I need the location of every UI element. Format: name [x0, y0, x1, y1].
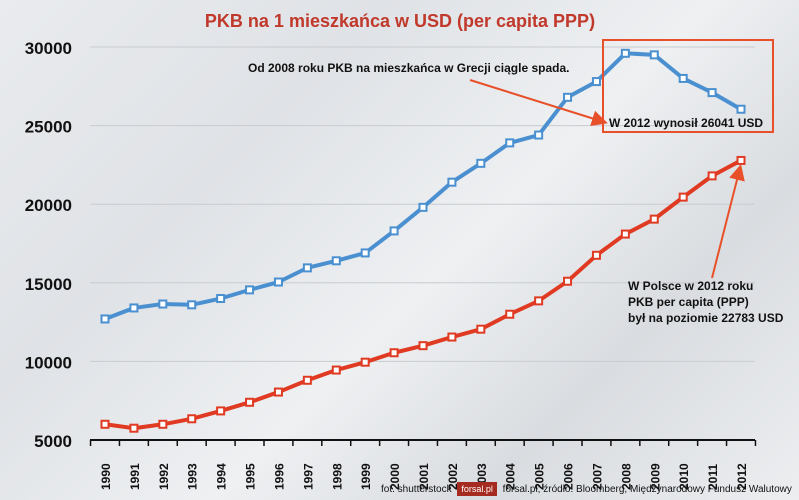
data-point-poland — [534, 296, 544, 306]
data-point-greece — [620, 48, 630, 58]
x-tick-label: 1993 — [186, 463, 200, 490]
x-tick-label: 2011 — [706, 464, 720, 490]
forsal-logo: forsal.pl — [457, 482, 497, 496]
y-tick-label: 25000 — [25, 118, 72, 137]
data-point-greece — [216, 294, 226, 304]
data-point-greece — [418, 202, 428, 212]
data-point-greece — [302, 263, 312, 273]
footer: fot. shutterstock forsal.pl forsal.pl; ź… — [381, 482, 792, 496]
x-tick-label: 2007 — [590, 463, 604, 490]
data-point-greece — [707, 88, 717, 98]
data-point-poland — [418, 341, 428, 351]
data-point-greece — [273, 277, 283, 287]
y-tick-label: 10000 — [25, 353, 72, 372]
data-point-poland — [591, 250, 601, 260]
data-point-poland — [563, 276, 573, 286]
y-tick-label: 15000 — [25, 275, 72, 294]
data-point-greece — [187, 300, 197, 310]
data-point-greece — [389, 226, 399, 236]
data-point-poland — [678, 192, 688, 202]
x-tick-label: 1990 — [99, 463, 113, 490]
x-tick-label: 2001 — [417, 463, 431, 490]
data-point-poland — [476, 324, 486, 334]
x-tick-label: 2004 — [504, 463, 518, 490]
data-point-poland — [707, 171, 717, 181]
data-point-poland — [158, 419, 168, 429]
photo-credit: fot. shutterstock — [381, 484, 452, 495]
x-tick-label: 1992 — [157, 463, 171, 490]
x-tick-label: 2006 — [562, 463, 576, 490]
annotation-greece-2012: W 2012 wynosił 26041 USD — [609, 116, 763, 130]
x-tick-label: 1991 — [128, 463, 142, 490]
x-tick-label: 2005 — [533, 463, 547, 490]
annotation-greece-trend: Od 2008 roku PKB na mieszkańca w Grecji … — [248, 61, 569, 75]
data-point-greece — [100, 314, 110, 324]
data-point-greece — [505, 138, 515, 148]
y-tick-label: 30000 — [25, 39, 72, 58]
data-point-poland — [273, 387, 283, 397]
data-point-greece — [360, 248, 370, 258]
source-note: forsal.pl; źródło: Bloomberg, Międzynaro… — [502, 484, 792, 495]
x-tick-label: 1997 — [301, 463, 315, 490]
data-point-poland — [389, 348, 399, 358]
data-point-poland — [505, 309, 515, 319]
data-point-poland — [331, 365, 341, 375]
x-tick-label: 2010 — [677, 463, 691, 490]
data-point-greece — [331, 256, 341, 266]
data-point-poland — [302, 375, 312, 385]
x-tick-label: 1995 — [244, 463, 258, 490]
data-point-poland — [649, 214, 659, 224]
data-point-poland — [129, 423, 139, 433]
x-tick-label: 2000 — [388, 463, 402, 490]
data-point-greece — [158, 299, 168, 309]
data-point-greece — [447, 177, 457, 187]
data-point-greece — [591, 77, 601, 87]
x-tick-label: 1999 — [359, 463, 373, 490]
annotation-arrow-poland — [711, 164, 745, 279]
annotation-poland-2: PKB per capita (PPP) — [628, 295, 749, 309]
data-point-greece — [736, 104, 746, 114]
x-tick-label: 2002 — [446, 463, 460, 490]
y-tick-label: 20000 — [25, 196, 72, 215]
annotation-poland-1: W Polsce w 2012 roku — [628, 279, 753, 293]
data-point-poland — [447, 332, 457, 342]
data-point-poland — [187, 414, 197, 424]
data-point-poland — [216, 406, 226, 416]
x-tick-label: 2009 — [648, 463, 662, 490]
data-point-greece — [534, 130, 544, 140]
chart-title: PKB na 1 mieszkańca w USD (per capita PP… — [205, 11, 595, 31]
x-tick-label: 1998 — [330, 463, 344, 490]
x-tick-label: 2012 — [735, 463, 749, 490]
annotation-arrow-greece — [469, 79, 608, 127]
greece-highlight-box — [602, 39, 774, 133]
data-point-greece — [563, 92, 573, 102]
x-tick-label: 1996 — [272, 463, 286, 490]
data-point-poland — [360, 357, 370, 367]
data-point-greece — [129, 303, 139, 313]
y-tick-label: 5000 — [34, 432, 72, 451]
data-point-poland — [245, 397, 255, 407]
data-point-greece — [245, 285, 255, 295]
data-point-poland — [620, 229, 630, 239]
data-point-poland — [736, 155, 746, 165]
x-tick-label: 1994 — [215, 463, 229, 490]
data-point-greece — [649, 50, 659, 60]
x-tick-label: 2008 — [619, 463, 633, 490]
data-point-greece — [678, 73, 688, 83]
data-point-greece — [476, 158, 486, 168]
annotation-poland-3: był na poziomie 22783 USD — [628, 311, 784, 325]
data-point-poland — [100, 419, 110, 429]
